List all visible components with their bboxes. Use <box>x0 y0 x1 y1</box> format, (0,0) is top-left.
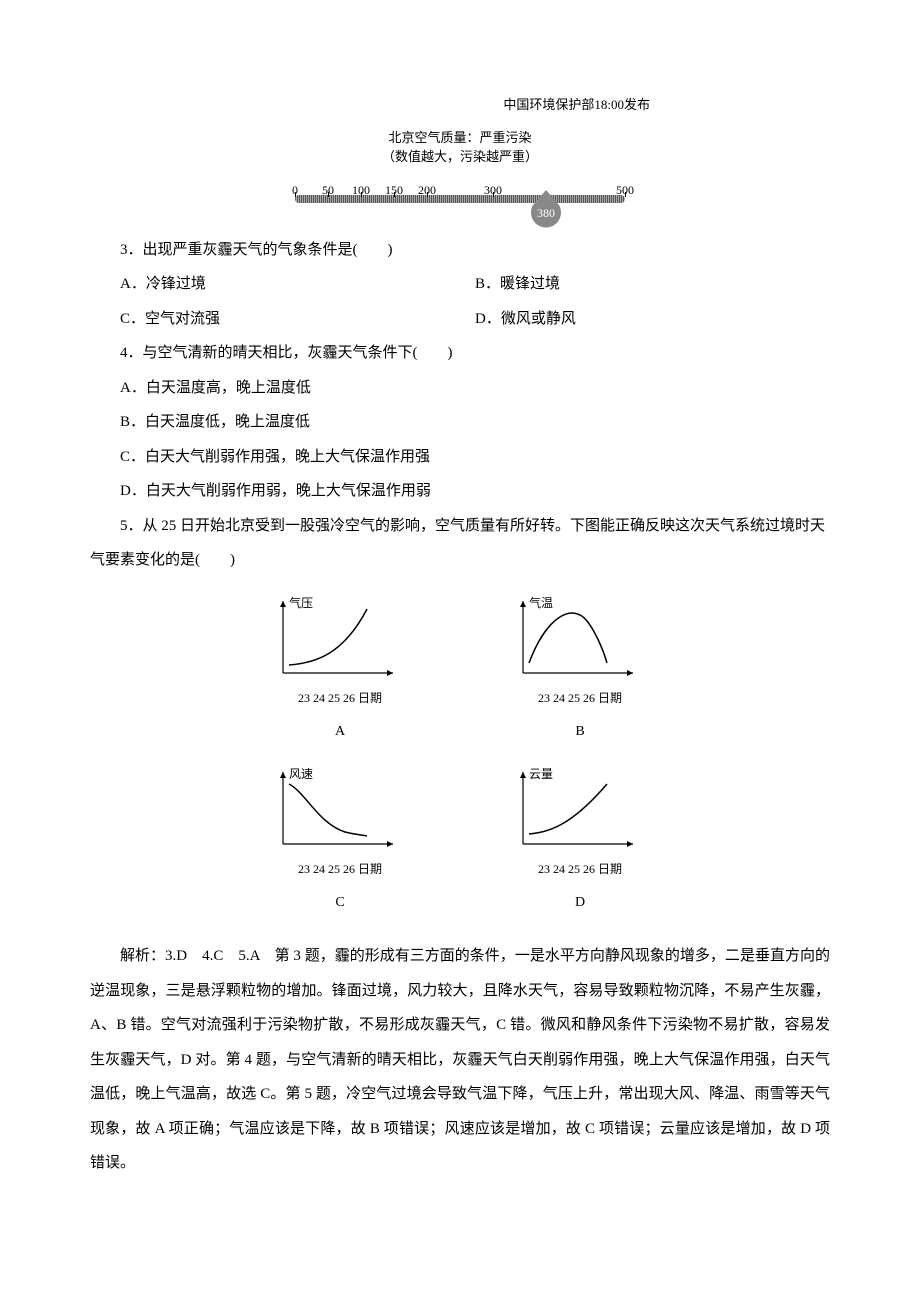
chart-C-xlabels: 23 24 25 26 日期 <box>240 856 440 884</box>
q3-row2: C．空气对流强 D．微风或静风 <box>90 302 830 337</box>
q3-row1: A．冷锋过境 B．暖锋过境 <box>90 267 830 302</box>
aq-tick: 500 <box>616 177 634 205</box>
chart-B-xlabels: 23 24 25 26 日期 <box>480 685 680 713</box>
svg-text:气压: 气压 <box>289 595 313 610</box>
chart-A: 气压 23 24 25 26 日期 A <box>240 593 440 749</box>
aq-ticks: 050100150200300500 <box>295 177 625 195</box>
chart-C: 风速 23 24 25 26 日期 C <box>240 764 440 920</box>
q4-optB: B．白天温度低，晚上温度低 <box>90 405 830 440</box>
aq-tick: 50 <box>322 177 334 205</box>
aq-source: 中国环境保护部18:00发布 <box>270 90 650 120</box>
aq-bar-wrap: 050100150200300500 380 <box>295 177 625 203</box>
svg-text:380: 380 <box>537 206 555 220</box>
chart-B-letter: B <box>480 716 680 748</box>
svg-text:云量: 云量 <box>529 767 553 781</box>
aq-title-line1: 北京空气质量：严重污染 <box>388 130 531 145</box>
q3-text: 3．出现严重灰霾天气的气象条件是( ) <box>90 233 830 268</box>
chart-D-letter: D <box>480 887 680 919</box>
chart-A-xlabels: 23 24 25 26 日期 <box>240 685 440 713</box>
q3-optA: A．冷锋过境 <box>120 267 475 302</box>
q4-optD: D．白天大气削弱作用弱，晚上大气保温作用弱 <box>90 474 830 509</box>
svg-text:风速: 风速 <box>289 767 313 781</box>
aq-tick: 100 <box>352 177 370 205</box>
aq-tick: 200 <box>418 177 436 205</box>
air-quality-figure: 中国环境保护部18:00发布 北京空气质量：严重污染 （数值越大，污染越严重） … <box>270 90 650 203</box>
q4-optA: A．白天温度高，晚上温度低 <box>90 371 830 406</box>
explanation: 解析：3.D 4.C 5.A 第 3 题，霾的形成有三方面的条件，一是水平方向静… <box>90 939 830 1181</box>
chart-D: 云量 23 24 25 26 日期 D <box>480 764 680 920</box>
q3-optB: B．暖锋过境 <box>475 267 830 302</box>
aq-title: 北京空气质量：严重污染 （数值越大，污染越严重） <box>270 128 650 167</box>
aq-tick: 150 <box>385 177 403 205</box>
aq-bar <box>295 195 625 203</box>
chart-B: 气温 23 24 25 26 日期 B <box>480 593 680 749</box>
aq-title-line2: （数值越大，污染越严重） <box>382 149 538 164</box>
q3-optC: C．空气对流强 <box>120 302 475 337</box>
svg-text:气温: 气温 <box>529 595 553 610</box>
chart-C-letter: C <box>240 887 440 919</box>
chart-A-letter: A <box>240 716 440 748</box>
q4-optC: C．白天大气削弱作用强，晚上大气保温作用强 <box>90 440 830 475</box>
q3-optD: D．微风或静风 <box>475 302 830 337</box>
aq-marker: 380 <box>529 189 563 231</box>
chart-D-xlabels: 23 24 25 26 日期 <box>480 856 680 884</box>
q5-text: 5．从 25 日开始北京受到一股强冷空气的影响，空气质量有所好转。下图能正确反映… <box>90 509 830 578</box>
q4-text: 4．与空气清新的晴天相比，灰霾天气条件下( ) <box>90 336 830 371</box>
charts-grid: 气压 23 24 25 26 日期 A 气温 23 24 25 26 日期 B … <box>240 593 680 920</box>
aq-tick: 0 <box>292 177 298 205</box>
aq-tick: 300 <box>484 177 502 205</box>
